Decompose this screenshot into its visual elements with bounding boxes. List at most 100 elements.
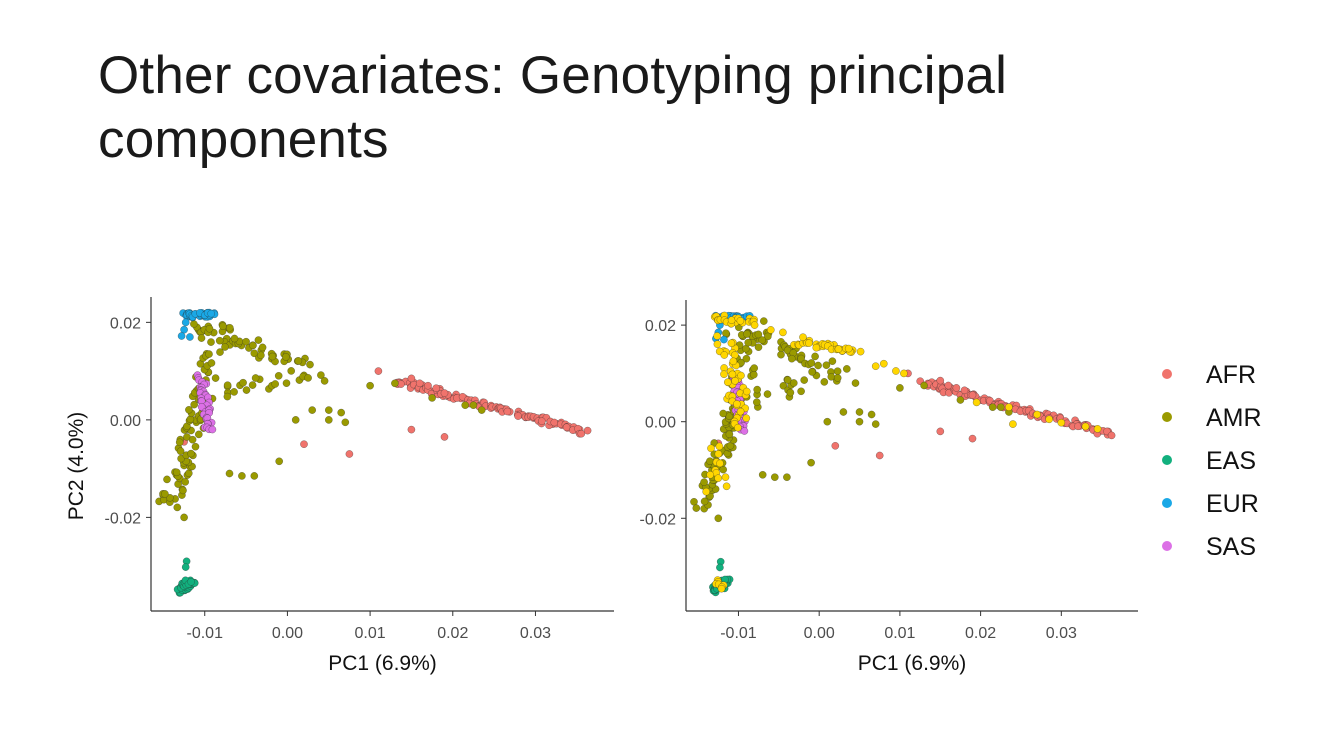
point-amr	[391, 379, 399, 388]
point-amr	[692, 504, 701, 512]
pca-plot-right: -0.01 0.00 0.01 0.02 0.03 -0.02 0.00 0.02 PC1 (6…	[640, 300, 1138, 675]
y-tick-label: 0.00	[110, 413, 141, 430]
point-highlight	[812, 343, 821, 352]
legend-label-sas: SAS	[1206, 533, 1256, 561]
point-amr	[754, 343, 763, 352]
point-amr	[461, 401, 470, 410]
point-amr	[320, 377, 329, 385]
point-highlight	[1057, 418, 1066, 427]
point-highlight	[720, 351, 729, 359]
data-points	[155, 308, 592, 597]
x-tick-label: 0.03	[1046, 625, 1077, 642]
point-amr	[855, 408, 864, 416]
point-amr	[248, 381, 257, 389]
x-tick-label: 0.03	[520, 625, 551, 642]
y-tick-label: -0.02	[640, 511, 677, 528]
point-afr	[407, 425, 416, 434]
point-amr	[268, 352, 277, 361]
x-tick-label: 0.02	[965, 625, 996, 642]
point-highlight	[731, 376, 739, 385]
point-highlight	[1033, 410, 1041, 419]
legend-swatch-amr	[1162, 412, 1172, 422]
point-amr	[205, 324, 214, 333]
point-amr	[282, 379, 291, 388]
point-afr	[514, 412, 522, 420]
point-sas	[208, 425, 217, 434]
y-tick-label: 0.02	[110, 315, 141, 332]
point-afr	[1074, 422, 1082, 431]
point-amr	[216, 348, 224, 356]
point-amr	[238, 472, 246, 480]
point-afr	[432, 384, 441, 393]
point-eur	[186, 333, 194, 341]
point-amr	[477, 406, 486, 414]
point-amr	[807, 359, 816, 367]
point-amr	[179, 486, 187, 495]
point-afr	[583, 426, 592, 435]
point-highlight	[734, 423, 742, 432]
x-tick-label: -0.01	[720, 625, 757, 642]
point-eas	[181, 563, 190, 571]
point-highlight	[715, 442, 724, 451]
point-highlight	[799, 333, 807, 342]
point-amr	[896, 384, 904, 392]
point-amr	[749, 370, 758, 379]
point-amr	[700, 478, 708, 487]
slide-title: Other covariates: Genotyping principal c…	[98, 44, 1218, 172]
point-amr	[175, 438, 184, 447]
point-eur	[207, 309, 216, 318]
point-amr	[221, 343, 229, 351]
x-axis-title: PC1 (6.9%)	[328, 652, 437, 675]
point-amr	[753, 385, 762, 394]
point-amr	[777, 350, 785, 359]
point-amr	[839, 408, 848, 416]
point-highlight	[714, 474, 723, 483]
point-amr	[828, 357, 837, 366]
point-highlight	[706, 470, 715, 479]
point-amr	[254, 336, 263, 344]
point-amr	[469, 401, 478, 410]
point-highlight	[733, 400, 741, 408]
point-sas	[740, 427, 749, 435]
point-amr	[230, 388, 238, 396]
point-highlight	[1045, 415, 1054, 424]
point-highlight	[720, 370, 728, 379]
point-amr	[787, 354, 796, 363]
point-highlight	[1009, 420, 1017, 428]
point-highlight	[723, 378, 732, 387]
x-tick-label: 0.00	[272, 625, 303, 642]
point-highlight	[972, 398, 981, 407]
point-amr	[341, 418, 350, 427]
point-amr	[758, 470, 767, 479]
point-amr	[185, 405, 193, 414]
series-sas	[193, 371, 217, 434]
legend-label-eur: EUR	[1206, 490, 1259, 518]
point-afr	[415, 379, 424, 388]
point-amr	[811, 352, 819, 361]
legend-swatch-eur	[1162, 498, 1172, 508]
point-amr	[239, 378, 247, 387]
point-highlight	[702, 487, 711, 496]
point-amr	[744, 338, 753, 347]
point-eas	[187, 577, 195, 586]
legend-label-afr: AFR	[1206, 361, 1256, 389]
x-tick-label: 0.00	[804, 625, 835, 642]
point-afr	[424, 381, 432, 390]
point-amr	[763, 332, 772, 341]
point-amr	[337, 408, 346, 417]
point-amr	[249, 341, 257, 350]
point-amr	[988, 403, 997, 412]
legend-label-amr: AMR	[1206, 404, 1262, 432]
point-amr	[223, 381, 232, 390]
point-highlight	[737, 371, 745, 380]
point-amr	[719, 409, 728, 418]
point-highlight	[834, 345, 843, 353]
point-highlight	[727, 316, 736, 325]
point-highlight	[805, 339, 813, 347]
series-eur	[177, 308, 219, 341]
point-amr	[823, 417, 832, 426]
point-amr	[700, 497, 709, 506]
point-amr	[317, 371, 325, 379]
point-amr	[242, 386, 251, 394]
